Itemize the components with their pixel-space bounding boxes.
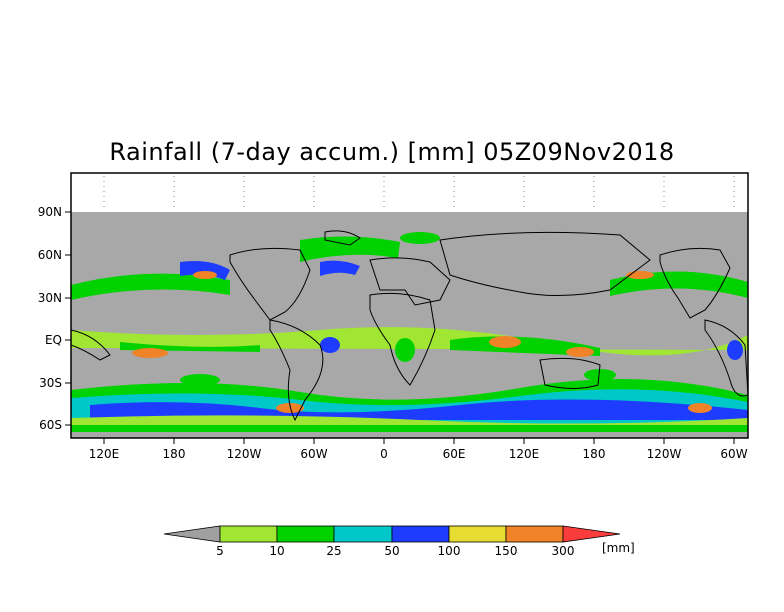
colorbar-swatch [391,525,450,543]
colorbar-swatch [448,525,507,543]
lat-label: 60S [39,418,62,432]
lat-label: 30N [38,291,62,305]
lat-label: EQ [45,333,62,347]
lat-labels: 90N 60N 30N EQ 30S 60S [38,205,62,432]
colorbar-tick-label: 300 [552,544,575,558]
colorbar-tick-label: 10 [269,544,284,558]
map-title: Rainfall (7-day accum.) [mm] 05Z09Nov201… [109,138,675,166]
coastlines [71,230,748,422]
rain-bands [71,232,748,432]
lat-ticks [65,211,71,426]
map-panel [71,173,748,438]
colorbar-swatch [505,525,564,543]
lon-ticks [103,438,735,444]
colorbar-swatch [276,525,335,543]
meridian-guides [103,176,735,210]
colorbar-high-arrow [562,525,621,543]
lon-label: 180 [163,447,186,461]
colorbar-tick-label: 100 [438,544,461,558]
colorbar-tick-label: 50 [384,544,399,558]
lat-label: 90N [38,205,62,219]
lon-label: 60W [300,447,327,461]
lon-label: 120E [509,447,540,461]
lat-label: 60N [38,248,62,262]
colorbar-swatch [333,525,393,543]
lon-label: 60W [720,447,747,461]
colorbar-unit-label: [mm] [602,541,635,555]
lon-label: 120W [647,447,682,461]
lat-label: 30S [39,376,62,390]
lon-label: 120W [227,447,262,461]
colorbar-low-arrow [163,525,221,543]
colorbar-tick-label: 25 [326,544,341,558]
colorbar-tick-label: 5 [216,544,224,558]
colorbar-swatch [219,525,278,543]
lon-label: 180 [583,447,606,461]
colorbar: 5 10 25 50 100 150 300 [163,525,621,558]
colorbar-tick-label: 150 [495,544,518,558]
map-frame [70,172,749,439]
lon-label: 120E [89,447,120,461]
lon-label: 0 [380,447,388,461]
lon-labels: 120E 180 120W 60W 0 60E 120E 180 120W 60… [89,447,748,461]
lon-label: 60E [443,447,466,461]
